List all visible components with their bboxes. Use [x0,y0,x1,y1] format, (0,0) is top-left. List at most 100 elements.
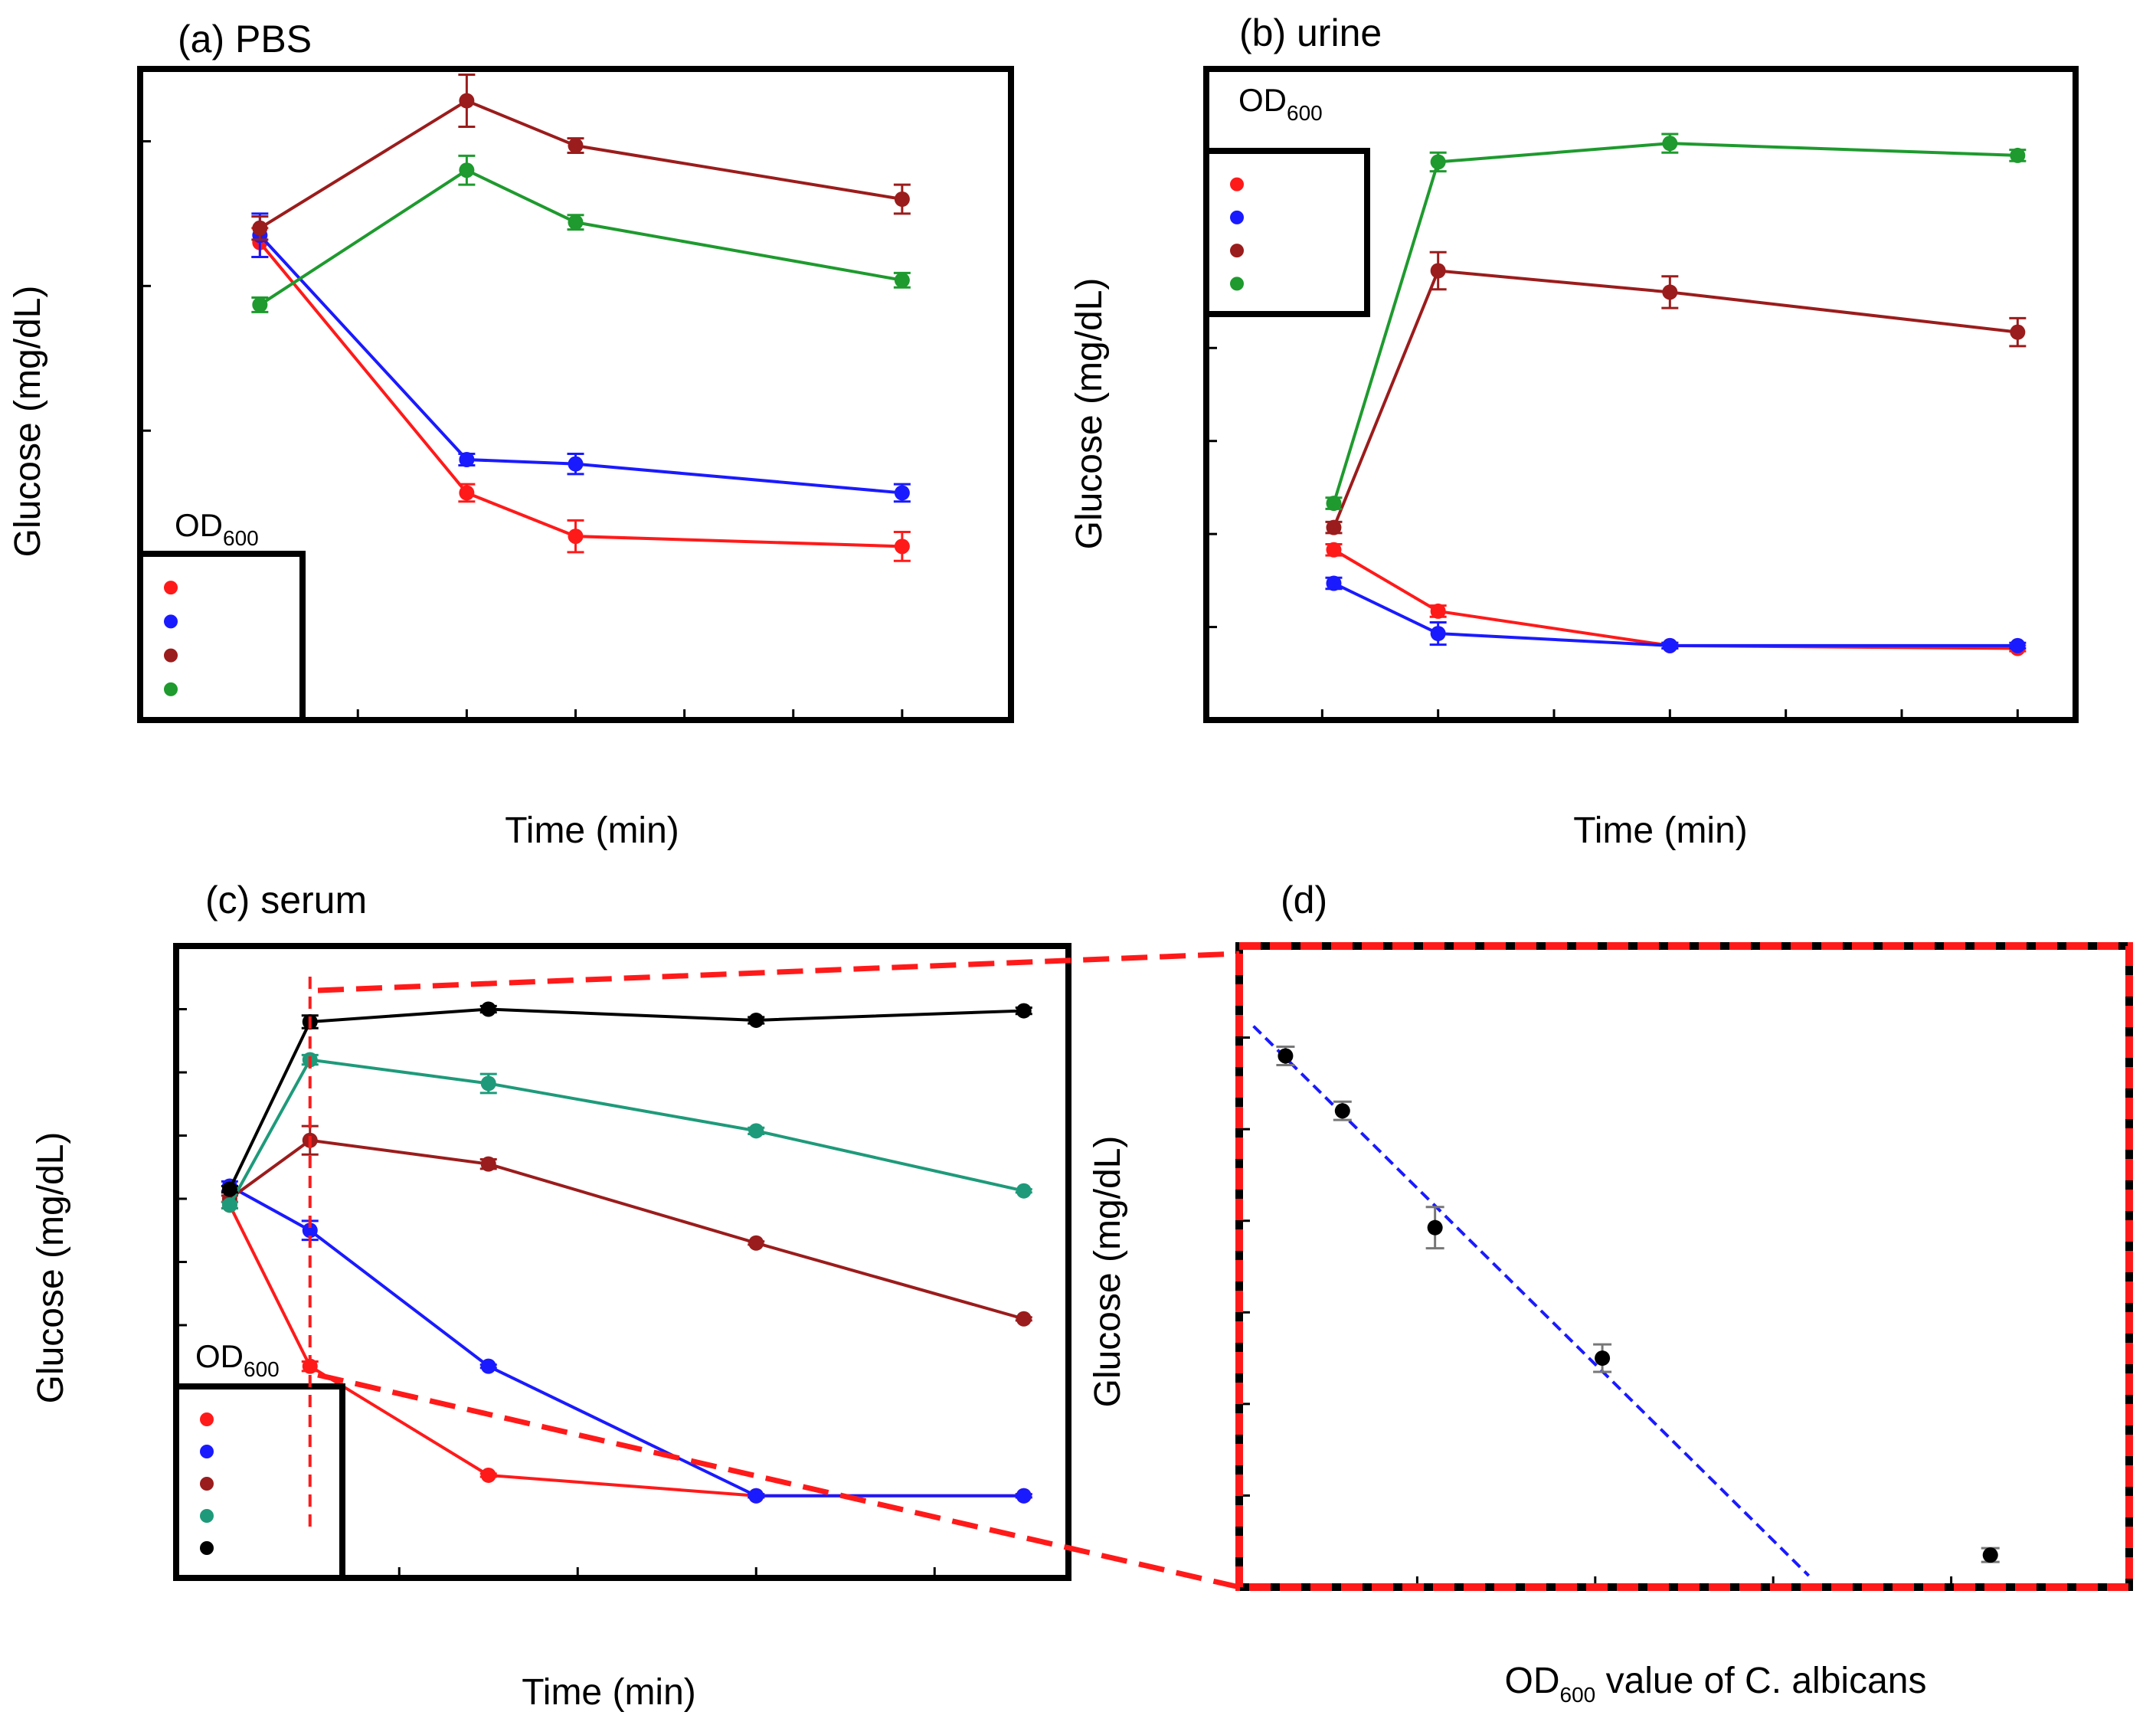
panel-b-series-line-0.71 [1332,269,2018,529]
panel-b-title: (b) urine [1239,11,1382,54]
panel-a-data-point [252,296,268,313]
panel-c-data-point [1016,1488,1032,1504]
panel-c-title: (c) serum [205,879,367,921]
panel-a-data-point [459,93,475,109]
panel-c-series-line-0.55 [228,1138,1025,1321]
chart-panel-b: (b) urine Time (min) Glucose (mg/dL) OD6… [1069,11,2079,851]
panel-b-data-point [1430,154,1446,170]
panel-c-data-point [748,1012,764,1028]
panel-d-title: (d) [1281,879,1327,921]
panel-c-series-line-1.02 [228,1184,1024,1498]
panel-b-plot-frame [1203,66,2079,723]
panel-b-legend-marker [1230,277,1244,291]
chart-panel-a: (a) PBS Time (min) Glucose (mg/dL) OD600 [8,18,1014,851]
panel-a-data-point [459,162,475,178]
panel-b-data-point [1662,136,1678,152]
panel-c-x-axis-label: Time (min) [522,1672,696,1713]
panel-c-legend-marker [200,1541,214,1555]
panel-d-y-axis-label: Glucose (mg/dL) [1088,1136,1128,1408]
panel-b-data-point [1662,637,1678,653]
panel-a-y-axis-label: Glucose (mg/dL) [8,286,48,558]
panel-c-plot-frame [173,943,1071,1581]
panel-a-series-line-0.29 [259,168,903,306]
zoom-connector-lines [317,951,1240,1590]
panel-b-y-axis-label: Glucose (mg/dL) [1069,278,1110,550]
panel-a-legend-title-od: OD [175,507,223,543]
panel-a-title: (a) PBS [178,18,312,61]
panel-c-legend-title-od: OD [195,1338,244,1374]
panel-c-legend-marker [200,1477,214,1491]
panel-c-data-point [302,1223,318,1239]
panel-d-zoom-frame [1235,942,2133,1591]
panel-d-data-point [1427,1219,1443,1236]
panel-c-data-point [480,1467,496,1483]
panel-b-data-point [1326,496,1342,512]
panel-a-legend-box [137,551,306,723]
panel-b-legend-title-sub: 600 [1287,101,1323,125]
panel-c-legend-title-sub: 600 [244,1357,280,1381]
panel-d-data-point [1278,1048,1294,1064]
panel-d-data-point [1334,1103,1350,1119]
panel-b-data-point [1430,603,1446,619]
panel-a-series-line-2.31 [258,241,902,548]
panel-c-legend-marker [200,1509,214,1523]
panel-d-data-point [1982,1547,1998,1563]
panel-c-legend-marker [200,1412,214,1426]
panel-a-data-point [459,452,475,467]
panel-c-data-point [1016,1003,1032,1019]
panel-b-legend-marker [1230,244,1244,258]
panel-c-data-point [221,1197,237,1213]
panel-c-data-point [480,1358,496,1374]
panel-a-legend-marker [164,614,178,629]
panel-b-data-point [2010,637,2026,653]
panel-a-data-point [568,214,584,231]
panel-c-data-point [221,1181,237,1197]
panel-d-fit-line [1252,1025,1811,1577]
panel-b-legend-title: OD600 [1238,82,1323,125]
panel-b-legend-marker [1230,210,1244,224]
panel-b-data-point [1430,263,1446,279]
panel-b-series-line-0.36 [1332,142,2018,504]
panel-b-data-point [1326,519,1342,535]
panel-a-x-axis-label: Time (min) [505,810,679,851]
zoom-line-bottom [317,1372,1240,1590]
panel-b-x-axis-label: Time (min) [1573,810,1748,851]
panel-b-data-point [2010,147,2026,163]
panel-b-series-line-1.10 [1333,581,2018,647]
panel-a-plot-frame [137,66,1014,723]
panel-a-data-point [568,529,584,545]
panel-b-data-point [1430,626,1446,642]
panel-c-series-line-0.13 [228,1007,1024,1190]
panel-a-data-point [568,138,584,154]
panel-b-legend-box [1203,148,1370,317]
panel-c-data-point [748,1488,764,1504]
panel-c-data-point [480,1156,496,1172]
panel-a-data-point [568,456,584,472]
chart-panel-d: (d) OD600 value of C. albicans Glucose (… [1088,879,2133,1707]
panel-c-legend-title: OD600 [195,1338,280,1381]
panel-b-legend-marker [1230,177,1244,191]
panel-a-legend-marker [164,581,178,595]
panel-b-data-point [2010,324,2026,340]
panel-b-data-point [1326,575,1342,591]
panel-b-legend-title-od: OD [1238,82,1287,118]
panel-c-data-point [480,1001,496,1017]
panel-c-data-point [1016,1183,1032,1199]
panel-c-data-point [748,1235,764,1251]
panel-d-x-label-rest: value of C. albicans [1595,1661,1926,1701]
panel-c-series-line-0.29 [228,1058,1025,1206]
panel-a-series-line-1.25 [258,234,903,495]
panel-d-plot-frame [1235,942,2133,1591]
panel-a-legend-marker [164,682,178,696]
chart-panel-c: (c) serum Time (min) Glucose (mg/dL) OD6… [31,879,1071,1713]
panel-a-data-point [894,191,910,207]
panel-c-data-point [1016,1311,1032,1327]
panel-a-legend-title-sub: 600 [223,526,259,550]
panel-a-data-point [894,272,910,288]
panel-c-data-point [480,1075,496,1092]
panel-d-x-label-od: OD [1505,1661,1560,1701]
panel-c-series-line-2.11 [228,1204,1024,1498]
panel-a-legend-marker [164,648,178,663]
panel-b-data-point [1662,284,1678,300]
